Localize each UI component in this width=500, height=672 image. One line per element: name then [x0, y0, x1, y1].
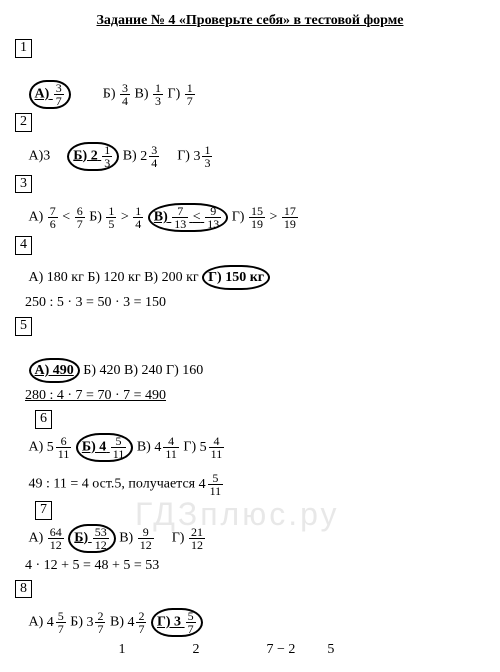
q1-answer-a: А) 37: [29, 80, 71, 109]
label-v: В): [124, 363, 138, 378]
label-v: В): [119, 530, 133, 545]
q6-answer-b: Б) 4 511: [76, 433, 133, 462]
label-g: Г): [172, 530, 185, 545]
question-number-5: 5: [15, 317, 32, 336]
label-v: В): [154, 210, 168, 225]
q5-options: А) 490 Б) 420 В) 240 Г) 160: [15, 358, 485, 383]
question-number-6: 6: [35, 410, 52, 429]
question-number-7: 7: [35, 501, 52, 520]
label-v: В): [134, 87, 148, 102]
label-g: Г): [167, 87, 180, 102]
question-number-3: 3: [15, 175, 32, 194]
label-v: В): [137, 440, 151, 455]
label-g: Г): [177, 148, 190, 163]
label-g: Г): [183, 440, 196, 455]
q8-options: А) 457 Б) 327 В) 427 Г) 3 57: [15, 608, 485, 637]
label-b: Б) 4: [82, 440, 106, 455]
label-v: В): [123, 148, 137, 163]
label-a: А): [35, 87, 50, 102]
label-g: Г) 3: [157, 615, 181, 630]
question-number-8: 8: [15, 580, 32, 599]
label-v: В): [144, 270, 158, 285]
q2-options: А)3 Б) 2 13 В) 234 Г) 313: [15, 142, 485, 171]
label-a: А): [29, 270, 44, 285]
q1-options: А) 37 Б) 34 В) 13 Г) 17: [15, 80, 485, 109]
q7-calc: 4 · 12 + 5 = 48 + 5 = 53: [15, 555, 485, 576]
question-number-1: 1: [15, 39, 32, 58]
q6-options: А) 5611 Б) 4 511 В) 4411 Г) 5411: [15, 433, 485, 462]
label-v: В): [110, 615, 124, 630]
label-b: Б): [103, 87, 116, 102]
label-b: Б): [83, 363, 96, 378]
q8-bottom: 1 2 7 − 2 5: [15, 639, 485, 660]
q5-calc: 280 : 4 · 7 = 70 · 7 = 490: [15, 385, 485, 406]
label-a: А): [29, 615, 44, 630]
q7-options: А) 6412 Б) 5312 В) 912 Г) 2112: [15, 524, 485, 553]
q8-answer-g: Г) 3 57: [151, 608, 203, 637]
q3-answer-v: В) 713 < 913: [148, 203, 228, 232]
q2-answer-b: Б) 2 13: [67, 142, 119, 171]
label-a: А): [29, 210, 44, 225]
label-g: Г): [232, 210, 245, 225]
label-a: А): [29, 148, 44, 163]
q7-answer-b: Б) 5312: [68, 524, 115, 553]
q3-options: А) 76 < 67 Б) 15 > 14 В) 713 < 913 Г) 15…: [15, 203, 485, 232]
page-title: Задание № 4 «Проверьте себя» в тестовой …: [15, 10, 485, 31]
question-number-2: 2: [15, 113, 32, 132]
q4-calc: 250 : 5 · 3 = 50 · 3 = 150: [15, 292, 485, 313]
q4-options: А) 180 кг Б) 120 кг В) 200 кг Г) 150 кг: [15, 265, 485, 290]
q4-answer-g: Г) 150 кг: [202, 265, 270, 290]
label-g: Г): [166, 363, 179, 378]
label-a: А): [29, 530, 44, 545]
label-b: Б): [89, 210, 102, 225]
label-b: Б) 2: [73, 148, 97, 163]
question-number-4: 4: [15, 236, 32, 255]
q5-answer-a: А) 490: [29, 358, 80, 383]
label-a: А): [29, 440, 44, 455]
label-b: Б): [87, 270, 100, 285]
label-b: Б): [74, 530, 88, 545]
label-b: Б): [70, 615, 83, 630]
q6-calc: 49 : 11 = 4 ост.5, получается 4511: [15, 472, 485, 497]
